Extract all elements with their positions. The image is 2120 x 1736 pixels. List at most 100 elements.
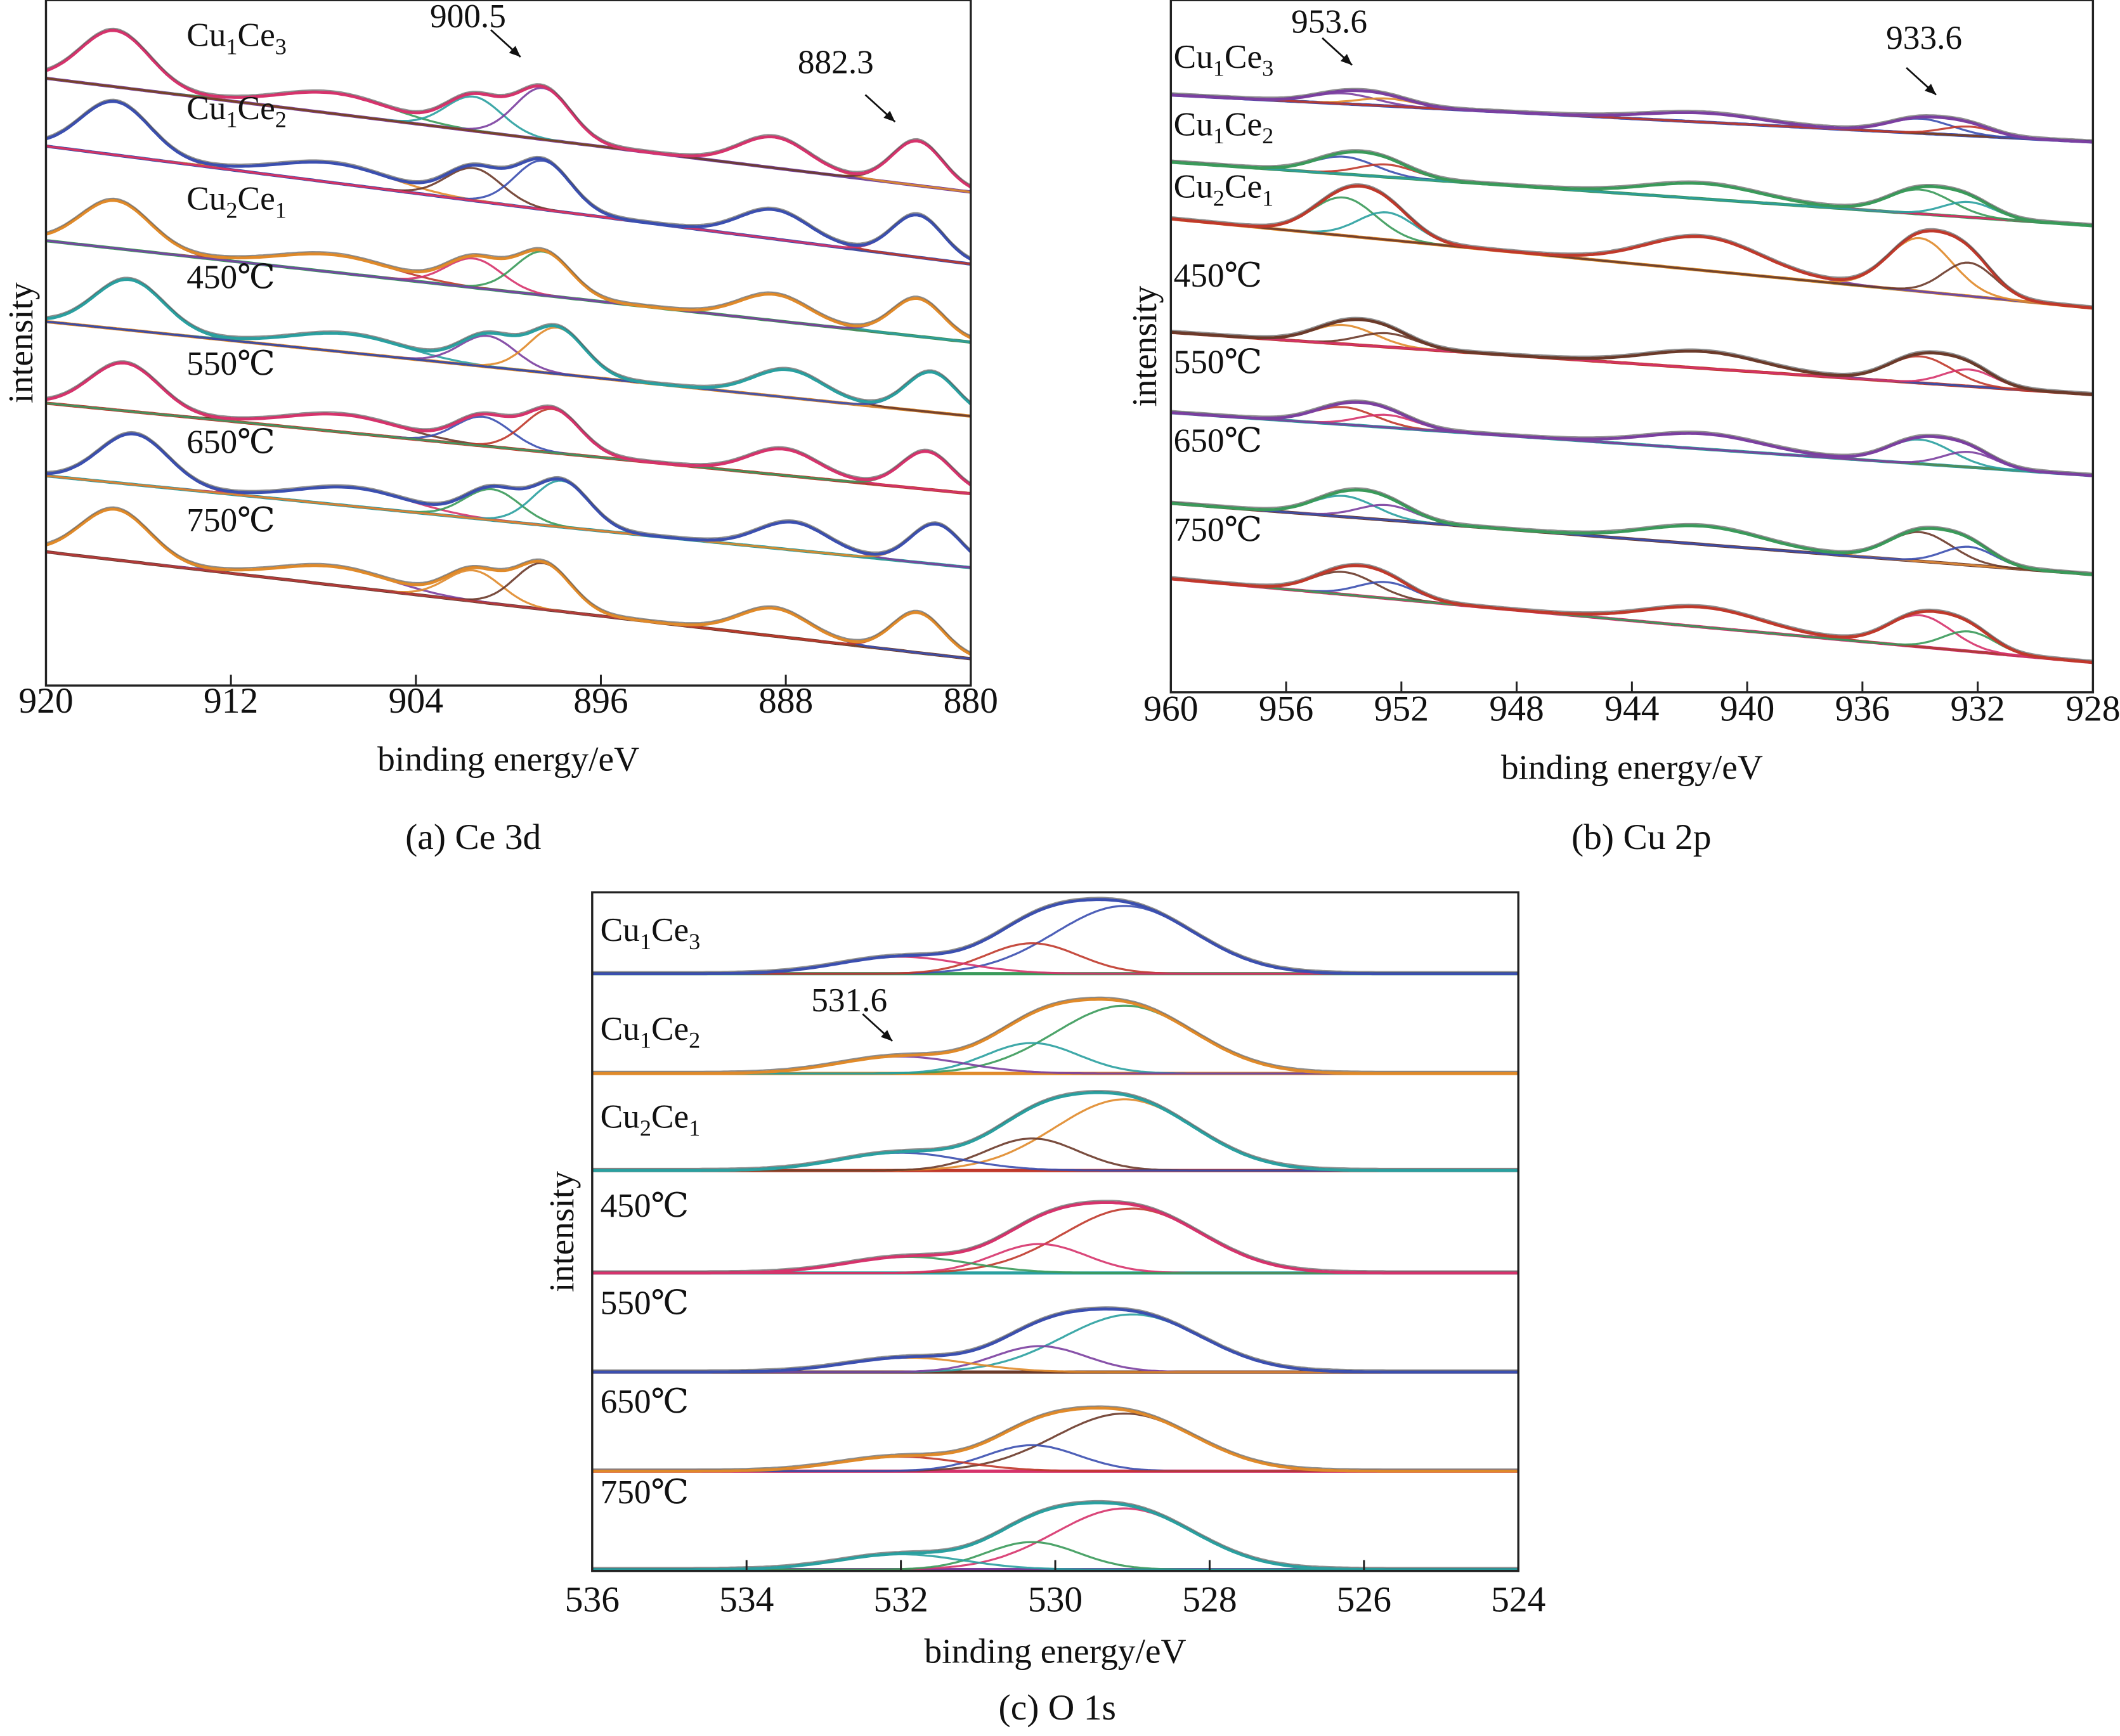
envelope-curve (592, 1501, 1519, 1571)
envelope-curve (46, 29, 971, 189)
x-tick-label: 952 (1374, 689, 1429, 729)
subscript: 1 (1213, 123, 1225, 148)
peak-annotation: 953.6 (1291, 3, 1367, 40)
envelope-curve (592, 1201, 1519, 1275)
envelope-curve (46, 198, 971, 339)
fit-component (592, 1345, 1519, 1373)
envelope-curve (1171, 318, 2093, 396)
fit-component (1171, 331, 2093, 396)
raw-data-curve (46, 27, 971, 186)
raw-data-curve (1171, 399, 2093, 474)
subscript: 1 (640, 1028, 651, 1053)
spectrum-650℃ (592, 1405, 1519, 1473)
label-part: Ce (238, 180, 275, 217)
x-tick-label: 956 (1259, 689, 1313, 729)
series-label: 550℃ (601, 1285, 689, 1322)
fit-component (1171, 578, 2093, 664)
panel-caption: (a) Ce 3d (405, 817, 541, 857)
plot-area (46, 27, 971, 661)
series-label: Cu1Ce2 (1174, 105, 1274, 148)
x-tick-label: 932 (1950, 689, 2005, 729)
fit-component (46, 240, 971, 339)
spectrum-Cu1Ce2 (592, 996, 1519, 1075)
spectrum-Cu1Ce3 (1171, 87, 2093, 144)
y-axis-title: intensity (1125, 285, 1164, 406)
label-part: Cu (186, 16, 226, 54)
label-part: Ce (1225, 105, 1262, 143)
fit-component (1171, 161, 2093, 227)
raw-data-curve (592, 1306, 1519, 1371)
arrow-head-icon (1924, 84, 1937, 95)
raw-data-curve (46, 276, 971, 403)
fit-component (1171, 217, 2093, 309)
fit-component (46, 278, 971, 417)
fit-component (592, 1098, 1519, 1172)
subscript: 2 (226, 198, 237, 223)
fit-component (46, 402, 971, 486)
raw-data-curve (46, 197, 971, 337)
envelope-curve (46, 278, 971, 406)
series-label: 450℃ (186, 258, 275, 295)
label-part: Ce (238, 16, 275, 54)
envelope-curve (1171, 401, 2093, 477)
fit-component (592, 1207, 1519, 1274)
envelope-curve (46, 100, 971, 261)
label-part: Ce (651, 1098, 689, 1135)
fit-component (592, 1137, 1519, 1172)
spectrum-Cu2Ce1 (592, 1090, 1519, 1172)
fit-component (592, 1243, 1519, 1274)
subscript: 2 (275, 107, 287, 133)
fit-component (592, 1004, 1519, 1075)
envelope-curve (1171, 564, 2093, 664)
spectrum-Cu2Ce1 (1171, 183, 2093, 310)
fit-component (1171, 196, 2093, 309)
arrow-head-icon (1340, 54, 1353, 65)
raw-data-curve (592, 996, 1519, 1072)
x-tick-label: 888 (758, 681, 813, 721)
axes-frame (44, 0, 972, 687)
envelope-curve (592, 898, 1519, 976)
spectrum-Cu1Ce2 (46, 98, 971, 266)
series-label: 650℃ (601, 1383, 689, 1420)
label-part: Cu (186, 89, 226, 127)
x-tick-label: 524 (1491, 1580, 1545, 1620)
x-tick-label: 536 (565, 1580, 620, 1620)
envelope-curve (46, 507, 971, 656)
raw-data-curve (1171, 183, 2093, 307)
raw-data-curve (592, 1200, 1519, 1272)
envelope-curve (46, 432, 971, 556)
envelope-curve (592, 1307, 1519, 1374)
label-part: Cu (1174, 168, 1213, 205)
series-label: Cu2Ce1 (1174, 168, 1274, 211)
x-axis-title: binding energy/eV (925, 1632, 1187, 1671)
label-part: Ce (651, 1010, 689, 1047)
raw-data-curve (1171, 487, 2093, 574)
spectrum-450℃ (46, 276, 971, 418)
peak-annotation: 882.3 (798, 43, 874, 81)
x-tick-label: 948 (1489, 689, 1544, 729)
y-axis-title: intensity (542, 1171, 581, 1292)
fit-component (592, 1444, 1519, 1472)
spectrum-Cu2Ce1 (46, 197, 971, 344)
series-label: Cu1Ce2 (601, 1010, 701, 1053)
raw-data-curve (592, 897, 1519, 973)
label-part: Cu (601, 1010, 640, 1047)
y-axis-title: intensity (1, 282, 40, 403)
subscript: 1 (1213, 56, 1225, 81)
fit-component (1171, 94, 2093, 143)
label-part: Cu (1174, 105, 1213, 143)
fit-component (46, 145, 971, 261)
envelope-curve (1171, 150, 2093, 228)
spectrum-550℃ (592, 1306, 1519, 1374)
x-tick-label: 896 (573, 681, 628, 721)
fit-component (592, 1042, 1519, 1075)
spectrum-750℃ (46, 506, 971, 661)
plot-area (1171, 87, 2093, 664)
fit-component (46, 320, 971, 405)
label-part: Ce (1225, 38, 1262, 75)
label-part: Ce (238, 89, 275, 127)
envelope-curve (46, 361, 971, 486)
envelope-curve (1171, 488, 2093, 576)
